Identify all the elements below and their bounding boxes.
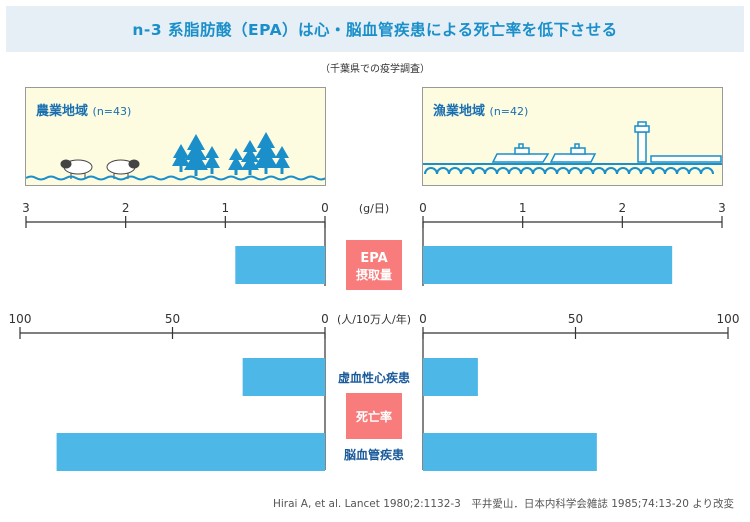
sheep-icons	[60, 159, 140, 179]
epa-label-line2: 摂取量	[356, 267, 392, 282]
left-axis-tick-label: 1	[222, 201, 230, 215]
farm-scene-icon	[26, 132, 325, 181]
bar-漁業地域	[423, 246, 673, 284]
ground-line	[26, 175, 325, 181]
epa-label-box	[346, 240, 402, 290]
title-bar: n-3 系脂肪酸（EPA）は心・脳血管疾患による死亡率を低下させる	[6, 6, 744, 52]
left-axis-tick-label: 3	[22, 201, 30, 215]
farming-area-label: 農業地域 (n=43)	[36, 100, 131, 119]
farming-area-name: 農業地域	[36, 104, 89, 119]
fishing-area-illustration: 漁業地域 (n=42)	[422, 87, 723, 186]
mortality-label-box	[346, 393, 402, 439]
lighthouse-icon	[634, 121, 722, 163]
bar-農業地域	[235, 246, 325, 284]
right-axis-tick-label: 100	[717, 312, 740, 326]
bar-漁業地域	[423, 358, 478, 396]
fishing-area-name: 漁業地域	[433, 104, 486, 119]
right-axis-tick-label: 2	[619, 201, 627, 215]
right-axis-tick-label: 0	[419, 312, 427, 326]
source-citation: Hirai A, et al. Lancet 1980;2:1132-3 平井愛…	[272, 498, 734, 510]
boat-icons	[491, 143, 597, 163]
bar-農業地域	[242, 358, 325, 396]
epa-label-line1: EPA	[360, 251, 387, 266]
right-axis-tick-label: 3	[718, 201, 726, 215]
farming-area-n: (n=43)	[92, 105, 132, 118]
category-label-cerebrovascular-disease: 脳血管疾患	[344, 447, 404, 462]
axis-unit-label: (g/日)	[359, 202, 389, 215]
category-label-ischemic-heart-disease: 虚血性心疾患	[338, 370, 410, 385]
farming-area-illustration: 農業地域 (n=43)	[25, 87, 326, 186]
tree-icons	[172, 132, 290, 176]
axis-unit-label: (人/10万人/年)	[337, 312, 411, 326]
chart-title: n-3 系脂肪酸（EPA）は心・脳血管疾患による死亡率を低下させる	[132, 21, 618, 39]
mortality-label: 死亡率	[356, 409, 392, 424]
wave-line	[424, 167, 714, 175]
bar-農業地域	[56, 433, 325, 471]
left-axis-tick-label: 100	[9, 312, 32, 326]
right-axis-tick-label: 50	[568, 312, 583, 326]
chart-subtitle: （千葉県での疫学調査）	[320, 64, 430, 75]
fishing-area-label: 漁業地域 (n=42)	[433, 100, 528, 119]
fishing-area-n: (n=42)	[489, 105, 529, 118]
bar-漁業地域	[423, 433, 597, 471]
right-axis-tick-label: 1	[519, 201, 527, 215]
left-axis-tick-label: 0	[321, 312, 329, 326]
left-axis-tick-label: 0	[321, 201, 329, 215]
left-axis-tick-label: 50	[165, 312, 180, 326]
left-axis-tick-label: 2	[122, 201, 130, 215]
right-axis-tick-label: 0	[419, 201, 427, 215]
fishing-scene-icon	[423, 121, 722, 175]
